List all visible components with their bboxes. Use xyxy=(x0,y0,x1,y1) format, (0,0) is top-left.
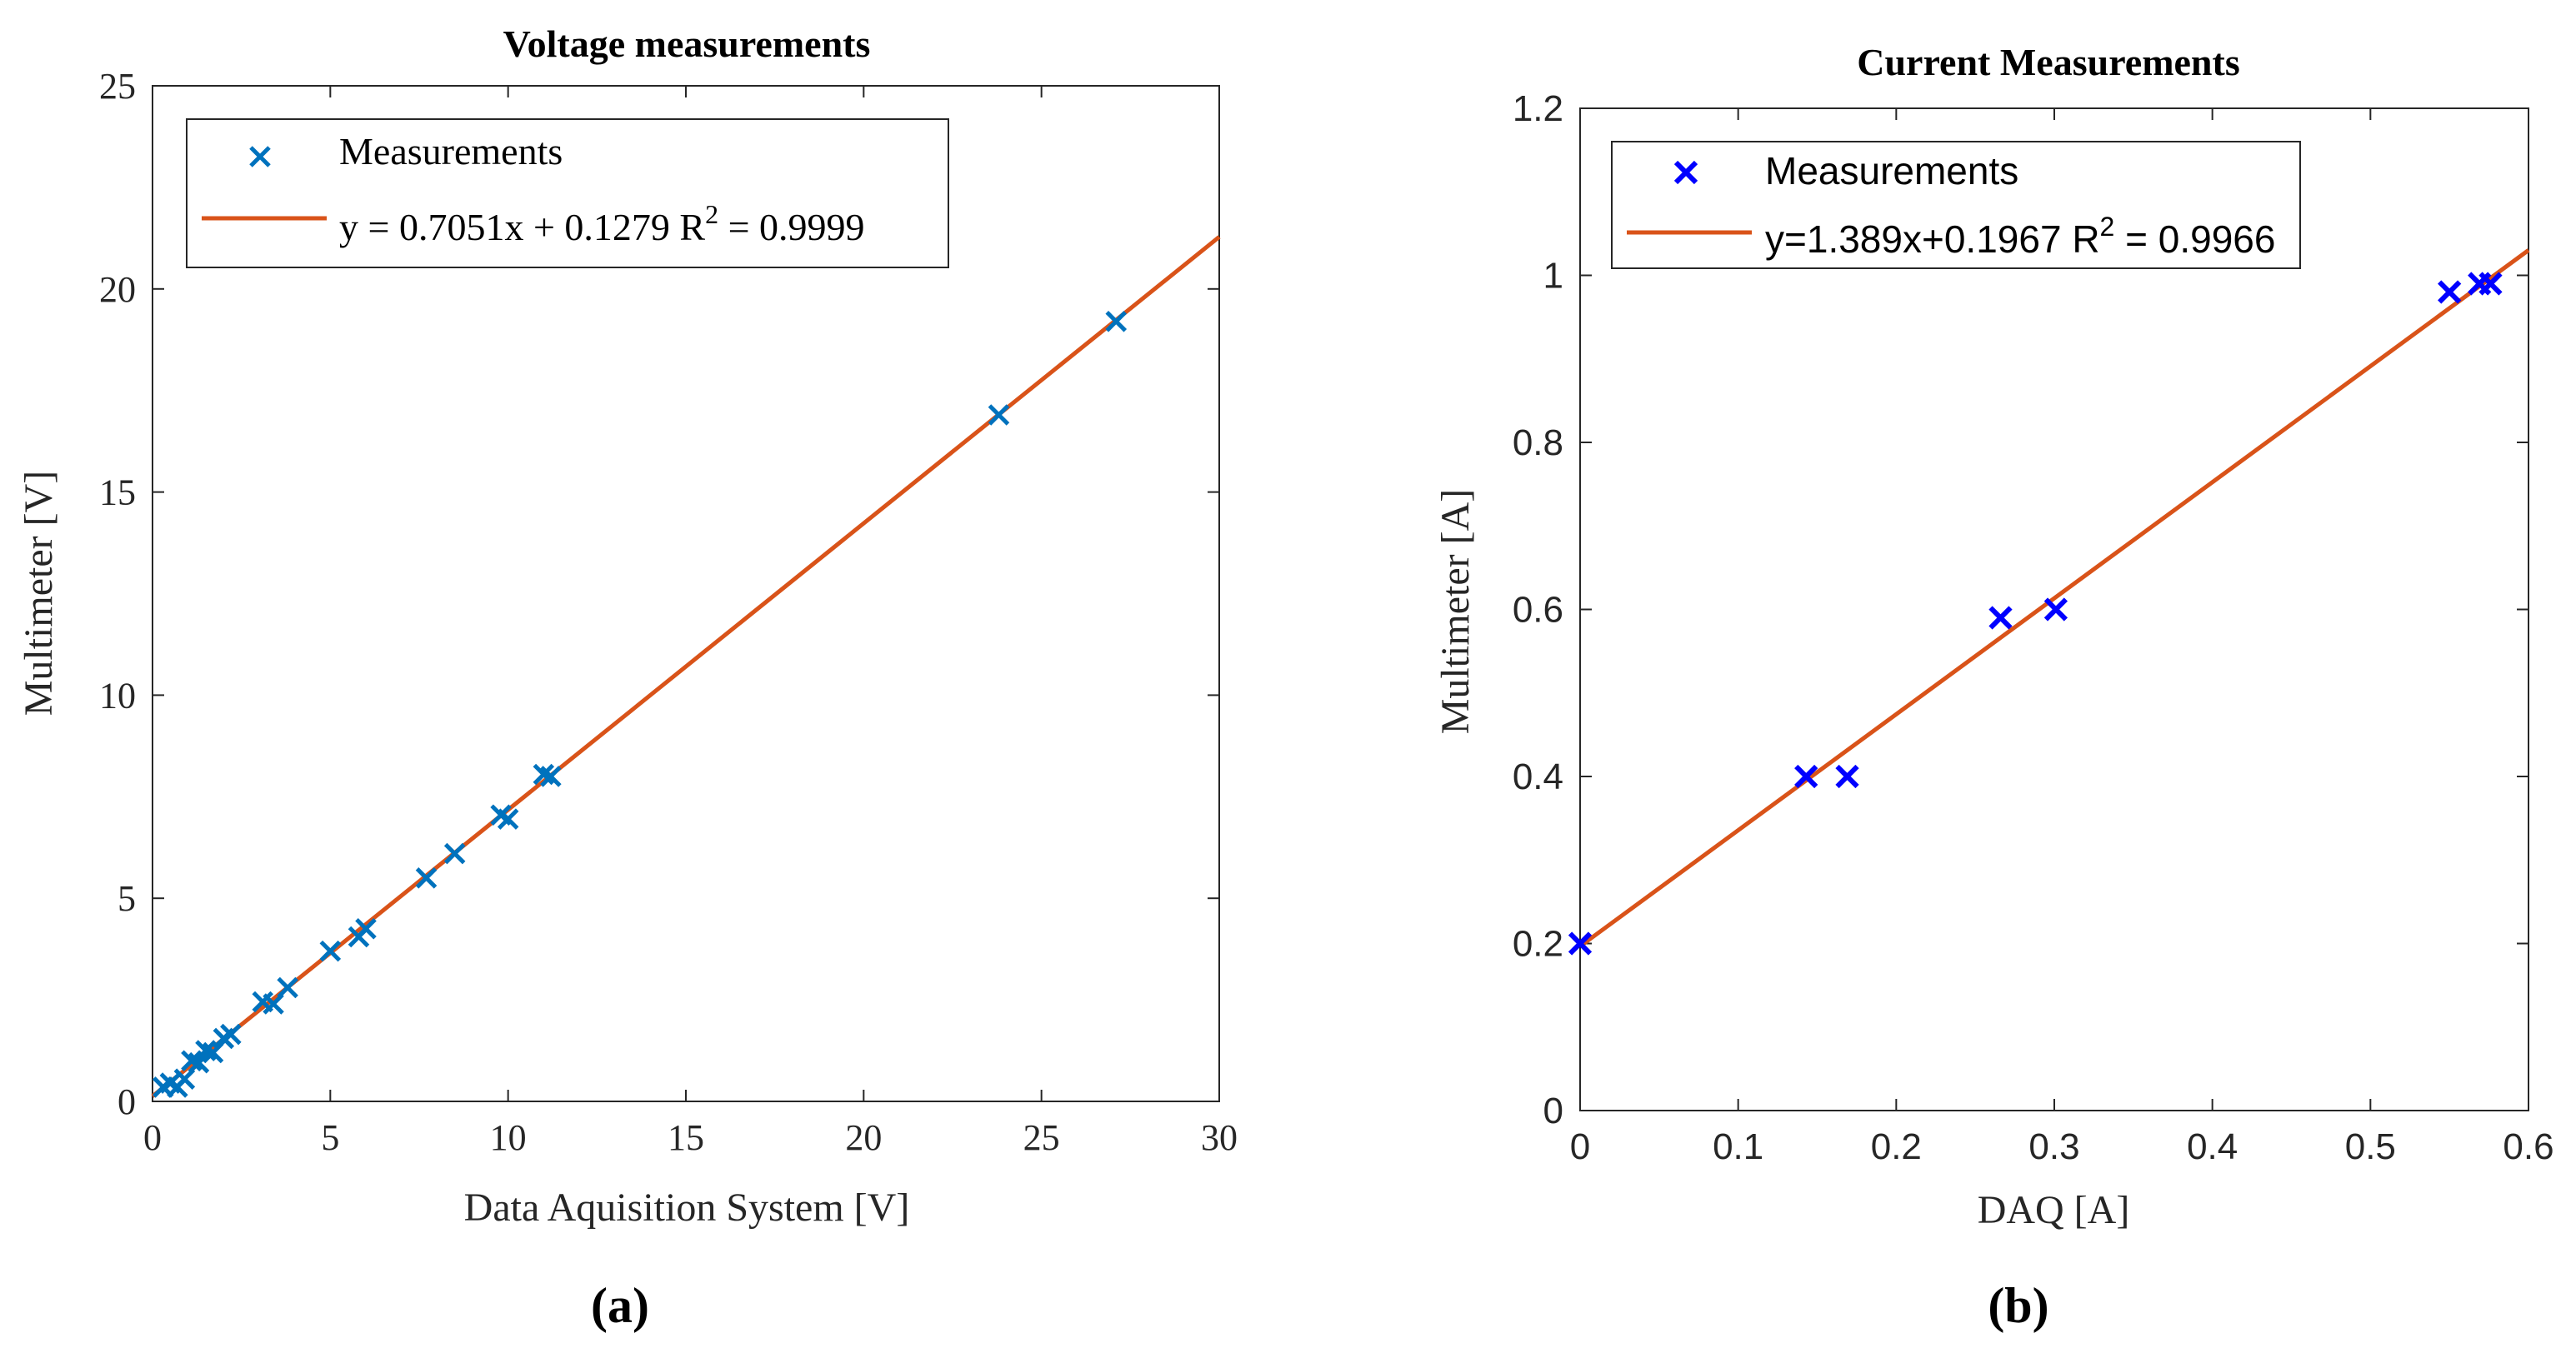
b-xtick-label: 0.4 xyxy=(2187,1126,2238,1167)
b-data-point xyxy=(1988,606,2013,630)
b-data-point xyxy=(1794,764,1818,789)
chart-b-legend-box xyxy=(1611,141,2301,269)
chart-b-fit-line-group xyxy=(1578,248,2530,948)
chart-b-legend-fit-sup: 2 xyxy=(2100,212,2115,242)
a-xtick-label: 25 xyxy=(1023,1117,1060,1158)
b-ytick-label: 0.2 xyxy=(1513,924,1563,965)
chart-a-caption: (a) xyxy=(591,1278,649,1333)
a-data-point xyxy=(1105,311,1128,332)
a-data-point xyxy=(220,1023,242,1046)
a-data-point xyxy=(415,867,438,889)
b-ytick-label: 1.2 xyxy=(1513,88,1563,129)
a-data-point xyxy=(188,1051,210,1074)
a-data-point xyxy=(988,404,1010,426)
a-data-point xyxy=(443,842,466,865)
b-ytick-label: 0 xyxy=(1543,1091,1563,1131)
b-ytick-label: 1 xyxy=(1543,256,1563,297)
b-xtick-label: 0.1 xyxy=(1713,1126,1763,1167)
a-data-point xyxy=(277,976,298,999)
chart-a-legend-box xyxy=(186,118,949,268)
a-data-point xyxy=(319,940,342,962)
chart-b-legend: Measurements y=1.389x+0.1967 R2 = 0.9966 xyxy=(1611,141,2301,269)
a-ytick-label: 5 xyxy=(118,878,136,919)
chart-a-legend-marker-icon xyxy=(249,146,271,167)
a-legend-x-mark xyxy=(249,146,271,167)
chart-a-ylabel: Multimeter [V] xyxy=(17,471,61,716)
b-data-point xyxy=(1568,931,1593,956)
a-data-point xyxy=(195,1040,217,1061)
chart-a-legend-measurements: Measurements xyxy=(339,130,563,172)
chart-b-ticks: 0 0.1 0.2 0.3 0.4 0.5 0.6 0 0.2 0.4 0.6 0.8 1 1.2 xyxy=(1513,88,2554,1167)
b-data-point xyxy=(2438,280,2462,304)
chart-b-legend-fit: y=1.389x+0.1967 R2 = 0.9966 xyxy=(1765,212,2275,261)
chart-a-points xyxy=(153,311,1128,1098)
chart-panel-b: Current Measurements 0 0.1 0.2 0.3 0.4 0.5 0.6… xyxy=(1433,41,2554,1333)
b-xtick-label: 0 xyxy=(1570,1126,1590,1167)
b-data-point xyxy=(2478,272,2503,296)
chart-a-title: Voltage measurements xyxy=(503,22,871,65)
b-xtick-label: 0.5 xyxy=(2345,1126,2396,1167)
b-legend-x-mark xyxy=(1673,160,1698,185)
a-ytick-label: 20 xyxy=(99,269,136,310)
a-data-point xyxy=(355,918,377,940)
a-xtick-label: 20 xyxy=(845,1117,882,1158)
chart-b-legend-marker-icon xyxy=(1673,160,1698,185)
b-fit-line xyxy=(1578,248,2530,948)
chart-a-legend-fit-main: y = 0.7051x + 0.1279 R xyxy=(339,206,705,248)
chart-b-caption: (b) xyxy=(1988,1278,2048,1333)
chart-a-legend-fit-tail: = 0.9999 xyxy=(718,206,864,248)
a-xtick-label: 30 xyxy=(1201,1117,1238,1158)
chart-a-legend: Measurements y = 0.7051x + 0.1279 R2 = 0… xyxy=(186,118,949,268)
b-ytick-label: 0.6 xyxy=(1513,590,1563,631)
chart-b-legend-measurements: Measurements xyxy=(1765,149,2018,192)
b-xtick-label: 0.2 xyxy=(1871,1126,1922,1167)
a-data-point xyxy=(202,1041,224,1064)
b-ytick-label: 0.8 xyxy=(1513,422,1563,463)
a-data-point xyxy=(540,766,562,787)
a-xtick-label: 15 xyxy=(668,1117,704,1158)
chart-a-ticks: 0 5 10 15 20 25 30 0 5 10 15 20 25 xyxy=(99,66,1238,1158)
chart-a-legend-fit: y = 0.7051x + 0.1279 R2 = 0.9999 xyxy=(339,199,865,248)
chart-b-ylabel: Multimeter [A] xyxy=(1433,489,1478,735)
a-ytick-label: 10 xyxy=(99,675,136,716)
a-xtick-label: 0 xyxy=(143,1117,162,1158)
a-data-point xyxy=(533,763,555,786)
chart-b-legend-fit-tail: = 0.9966 xyxy=(2114,217,2275,261)
a-xtick-label: 10 xyxy=(490,1117,527,1158)
a-xtick-label: 5 xyxy=(321,1117,339,1158)
b-xtick-label: 0.3 xyxy=(2028,1126,2079,1167)
a-data-point xyxy=(497,808,519,830)
chart-a-xlabel: Data Aquisition System [V] xyxy=(464,1186,910,1230)
a-ytick-label: 0 xyxy=(118,1081,136,1122)
chart-a-legend-fit-sup: 2 xyxy=(705,199,718,229)
b-ytick-label: 0.4 xyxy=(1513,756,1563,797)
chart-b-title: Current Measurements xyxy=(1857,41,2239,83)
chart-b-legend-fit-main: y=1.389x+0.1967 R xyxy=(1765,217,2100,261)
chart-b-xlabel: DAQ [A] xyxy=(1978,1188,2130,1232)
a-ytick-label: 15 xyxy=(99,472,136,513)
a-data-point xyxy=(181,1050,203,1072)
a-ytick-label: 25 xyxy=(99,66,136,107)
b-data-point xyxy=(1835,764,1859,789)
b-xtick-label: 0.6 xyxy=(2503,1126,2553,1167)
b-data-point xyxy=(2043,597,2068,622)
chart-b-points xyxy=(1568,272,2503,956)
chart-panel-a: Voltage measurements 0 5 10 15 20 25 30 0 5 10 15 2… xyxy=(17,22,1238,1333)
